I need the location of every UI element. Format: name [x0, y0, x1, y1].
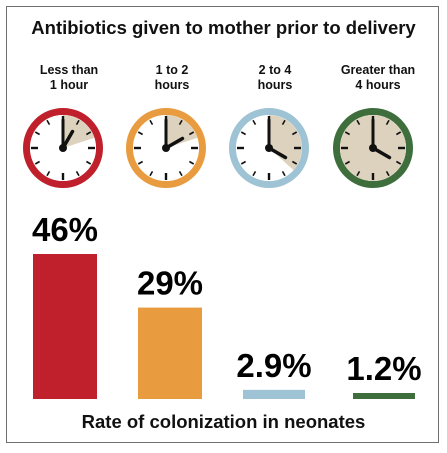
- clock-tick: [291, 131, 298, 136]
- clock-center-pin: [162, 144, 170, 152]
- chart-canvas: 46% 29% 2.9% 1.2%: [23, 108, 422, 399]
- clock-label-2: 1 to 2 hours: [122, 63, 222, 93]
- clock-tick: [385, 119, 390, 126]
- clock-elapsed-wedge: [269, 115, 302, 171]
- clock-label-3-line1: 2 to 4: [258, 63, 292, 77]
- clock-tick: [85, 160, 92, 165]
- clock-tick: [137, 131, 144, 136]
- chart-title: Antibiotics given to mother prior to del…: [31, 17, 416, 38]
- clock-center-pin: [369, 144, 377, 152]
- clock-tick: [75, 119, 80, 126]
- clock-rim: [333, 108, 413, 188]
- clock-rim: [23, 108, 103, 188]
- clock-tick: [240, 131, 247, 136]
- clock-tick: [46, 170, 51, 177]
- clock-tick: [356, 119, 361, 126]
- bar-value-label-2: 29%: [137, 265, 203, 302]
- clock-center-pin: [265, 144, 273, 152]
- infographic-frame: Antibiotics given to mother prior to del…: [6, 6, 439, 443]
- clock-elapsed-wedge: [166, 115, 198, 148]
- bar-2: [138, 307, 202, 399]
- clock-tick: [385, 170, 390, 177]
- bar-1: [33, 254, 97, 399]
- clock-icon-1: [23, 108, 103, 188]
- clock-elapsed-wedge: [63, 115, 95, 148]
- clock-label-3-line2: hours: [257, 78, 293, 92]
- clock-label-2-line2: hours: [154, 78, 190, 92]
- clock-tick: [46, 119, 51, 126]
- clock-tick: [34, 131, 41, 136]
- clock-rim: [126, 108, 206, 188]
- clock-tick: [356, 170, 361, 177]
- clock-tick: [137, 160, 144, 165]
- bar-3: [243, 389, 305, 399]
- clock-tick: [344, 160, 351, 165]
- clock-label-1-line2: 1 hour: [49, 78, 89, 92]
- clock-label-2-line1: 1 to 2: [155, 63, 189, 77]
- clock-tick: [240, 160, 247, 165]
- clock-tick: [188, 131, 195, 136]
- clock-label-4-line1: Greater than: [340, 63, 416, 77]
- clock-tick: [252, 170, 257, 177]
- bar-4: [353, 393, 415, 399]
- clock-tick: [178, 119, 183, 126]
- clock-tick: [34, 160, 41, 165]
- clock-tick: [395, 131, 402, 136]
- clock-icon-2: [126, 108, 206, 188]
- clock-tick: [344, 131, 351, 136]
- clock-label-4-line2: 4 hours: [355, 78, 401, 92]
- clock-icon-3: [229, 108, 309, 188]
- bar-value-label-1: 46%: [32, 211, 98, 248]
- clock-label-1: Less than 1 hour: [19, 63, 119, 93]
- bar-value-label-3: 2.9%: [236, 347, 311, 384]
- clock-tick: [281, 170, 286, 177]
- clock-tick: [281, 119, 286, 126]
- clock-tick: [149, 119, 154, 126]
- clock-tick: [149, 170, 154, 177]
- clock-rim: [229, 108, 309, 188]
- clock-center-pin: [59, 144, 67, 152]
- clock-tick: [85, 131, 92, 136]
- clock-tick: [252, 119, 257, 126]
- clock-tick: [178, 170, 183, 177]
- clock-tick: [291, 160, 298, 165]
- x-axis-label: Rate of colonization in neonates: [81, 411, 366, 432]
- clock-tick: [188, 160, 195, 165]
- clock-label-4: Greater than 4 hours: [328, 63, 428, 93]
- clock-label-3: 2 to 4 hours: [225, 63, 325, 93]
- clock-tick: [395, 160, 402, 165]
- clock-tick: [75, 170, 80, 177]
- bar-value-label-4: 1.2%: [346, 350, 421, 387]
- clock-label-1-line1: Less than: [39, 63, 99, 77]
- clock-icon-4: [333, 108, 413, 188]
